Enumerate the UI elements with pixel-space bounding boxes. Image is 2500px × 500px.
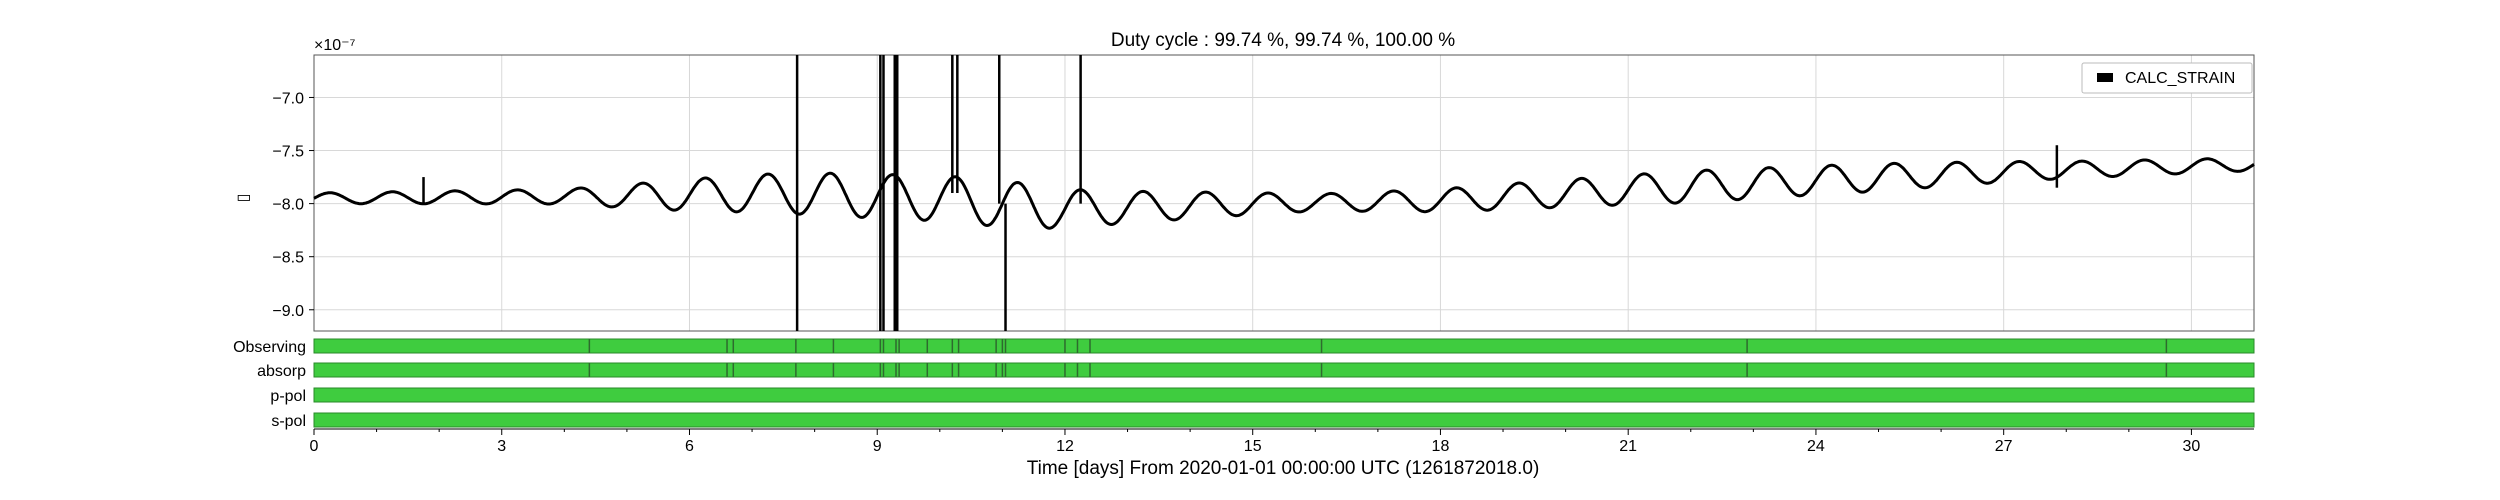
segment-bar <box>313 387 2255 403</box>
x-tick-label: 0 <box>310 438 319 455</box>
x-tick-label: 30 <box>2183 438 2201 455</box>
y-tick-label: −7.0 <box>272 90 304 107</box>
segment-label: p-pol <box>270 388 306 405</box>
plot-frame <box>313 54 2255 332</box>
y-axis-label: ▯ <box>235 194 252 203</box>
x-tick-label: 27 <box>1995 438 2013 455</box>
segment-bar <box>313 362 2255 378</box>
x-ticks: 0 3 6 9 12 15 18 21 24 27 30 <box>310 428 2254 455</box>
y-tick-label: −9.0 <box>272 303 304 320</box>
series-layer <box>313 55 2255 331</box>
legend-box <box>2081 62 2253 94</box>
chart-title: Duty cycle : 99.74 %, 99.74 %, 100.00 % <box>1111 30 1455 51</box>
x-tick-label: 24 <box>1807 438 1825 455</box>
segment-bar <box>313 338 2255 354</box>
segment-label: absorp <box>257 363 306 380</box>
legend-label: CALC_STRAIN <box>2125 70 2235 87</box>
y-tick-label: −8.5 <box>272 250 304 267</box>
segment-panels: Observing absorp p-pol s-pol <box>233 338 2255 430</box>
x-tick-label: 9 <box>873 438 882 455</box>
x-tick-label: 18 <box>1432 438 1450 455</box>
segment-bar <box>313 412 2255 428</box>
series-line-calc-strain <box>313 157 2255 230</box>
legend: CALC_STRAIN <box>2081 62 2253 94</box>
x-tick-label: 15 <box>1244 438 1262 455</box>
segment-label: Observing <box>233 339 306 356</box>
x-axis-label: Time [days] From 2020-01-01 00:00:00 UTC… <box>1027 458 1540 479</box>
y-tick-label: −7.5 <box>272 144 304 161</box>
y-multiplier: ×10⁻⁷ <box>314 37 356 54</box>
x-tick-label: 21 <box>1619 438 1637 455</box>
x-tick-label: 6 <box>685 438 694 455</box>
legend-swatch <box>2097 73 2113 82</box>
x-tick-label: 12 <box>1056 438 1074 455</box>
y-ticks: −7.0 −7.5 −8.0 −8.5 −9.0 <box>272 90 314 320</box>
segment-label: s-pol <box>271 413 306 430</box>
y-tick-label: −8.0 <box>272 197 304 214</box>
grid <box>313 55 2254 331</box>
x-tick-label: 3 <box>497 438 506 455</box>
plot-area <box>313 54 2255 332</box>
